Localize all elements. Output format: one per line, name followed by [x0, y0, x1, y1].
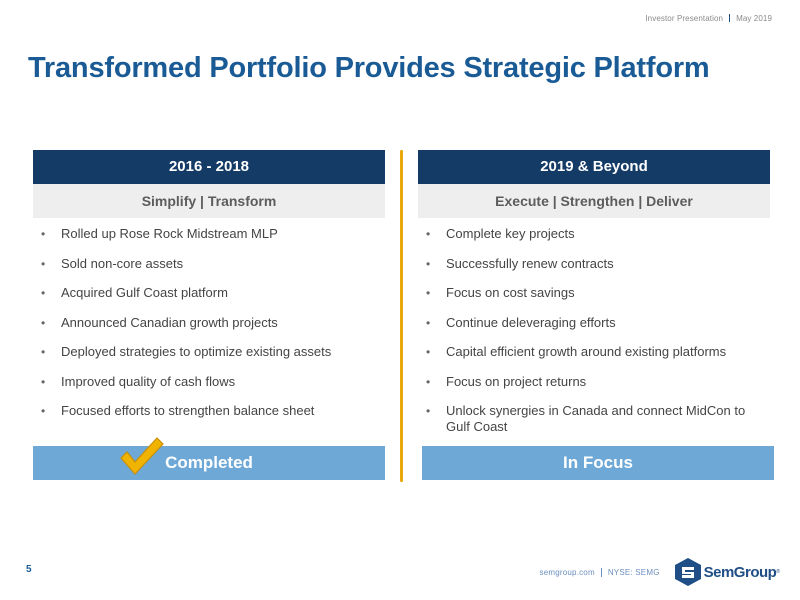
bullet-text: Complete key projects [446, 226, 575, 241]
footer: semgroup.com NYSE: SEMG SemGroup ® [540, 556, 780, 588]
list-item: • Improved quality of cash flows [41, 374, 385, 390]
company-logo: SemGroup ® [674, 557, 780, 587]
bullet-text: Focus on cost savings [446, 285, 575, 300]
semgroup-logo-icon [674, 558, 701, 586]
list-item: • Successfully renew contracts [426, 256, 770, 272]
list-item: • Rolled up Rose Rock Midstream MLP [41, 226, 385, 242]
column-2016-2018: 2016 - 2018 Simplify | Transform • Rolled… [33, 150, 385, 433]
bullet-glyph: • [426, 404, 431, 418]
column-heading: 2016 - 2018 [33, 150, 385, 184]
list-item: • Complete key projects [426, 226, 770, 242]
bullet-text: Continue deleveraging efforts [446, 314, 616, 330]
page-number: 5 [26, 564, 32, 575]
list-item: • Capital efficient growth around existin… [426, 344, 770, 360]
bullet-glyph: • [41, 256, 46, 271]
column-divider [400, 150, 403, 482]
bullet-text: Improved quality of cash flows [61, 373, 236, 389]
bullet-glyph: • [426, 374, 431, 389]
bullet-text: Successfully renew contracts [446, 255, 614, 271]
bullet-glyph: • [41, 286, 46, 300]
bullet-glyph: • [426, 286, 431, 300]
header-presentation-label: Investor Presentation [645, 14, 724, 23]
bullet-glyph: • [41, 404, 46, 418]
logo-wordmark: SemGroup [703, 563, 777, 581]
bullet-glyph: • [41, 374, 46, 389]
bullet-text: Focus on project returns [446, 373, 587, 389]
footer-separator [600, 567, 602, 577]
footer-ticker: NYSE: SEMG [607, 567, 660, 577]
list-item: • Focus on project returns [426, 374, 770, 390]
list-item: • Sold non-core assets [41, 256, 385, 272]
bullet-text: Deployed strategies to optimize existing… [61, 344, 332, 359]
header-meta: Investor Presentation May 2019 [645, 14, 772, 23]
bullet-text: Acquired Gulf Coast platform [61, 285, 228, 300]
bullet-list: • Rolled up Rose Rock Midstream MLP • Sold… [33, 218, 385, 419]
bullet-glyph: • [426, 345, 431, 359]
bullet-text: Capital efficient growth around existing… [446, 344, 727, 359]
bullet-glyph: • [426, 227, 431, 241]
list-item: • Focus on cost savings [426, 285, 770, 301]
list-item: • Acquired Gulf Coast platform [41, 285, 385, 301]
bullet-text: Unlock synergies in Canada and connect M… [446, 403, 746, 434]
column-heading: 2019 & Beyond [418, 150, 770, 184]
bullet-text: Focused efforts to strengthen balance sh… [61, 403, 315, 418]
list-item: • Continue deleveraging efforts [426, 315, 770, 331]
header-date: May 2019 [736, 14, 772, 23]
bullet-glyph: • [41, 227, 46, 241]
list-item: • Deployed strategies to optimize existin… [41, 344, 385, 360]
bullet-glyph: • [41, 315, 46, 330]
bullet-text: Sold non-core assets [61, 255, 184, 271]
status-in-focus: In Focus [422, 446, 774, 480]
header-separator [729, 14, 731, 22]
bullet-text: Announced Canadian growth projects [61, 314, 278, 330]
bullet-glyph: • [426, 256, 431, 271]
status-completed: Completed [33, 446, 385, 480]
footer-url[interactable]: semgroup.com [539, 567, 595, 577]
slide-title: Transformed Portfolio Provides Strategic… [28, 52, 710, 84]
list-item: • Focused efforts to strengthen balance s… [41, 403, 385, 419]
list-item: • Unlock synergies in Canada and connect … [426, 403, 770, 435]
bullet-glyph: • [41, 345, 46, 359]
column-subheading: Execute | Strengthen | Deliver [418, 184, 770, 218]
column-2019-beyond: 2019 & Beyond Execute | Strengthen | Del… [418, 150, 770, 435]
logo-registered-mark: ® [776, 569, 780, 575]
bullet-glyph: • [426, 315, 431, 330]
bullet-text: Rolled up Rose Rock Midstream MLP [61, 226, 278, 241]
column-subheading: Simplify | Transform [33, 184, 385, 218]
checkmark-icon [120, 437, 164, 475]
bullet-list: • Complete key projects • Successfully ren… [418, 218, 770, 435]
list-item: • Announced Canadian growth projects [41, 315, 385, 331]
